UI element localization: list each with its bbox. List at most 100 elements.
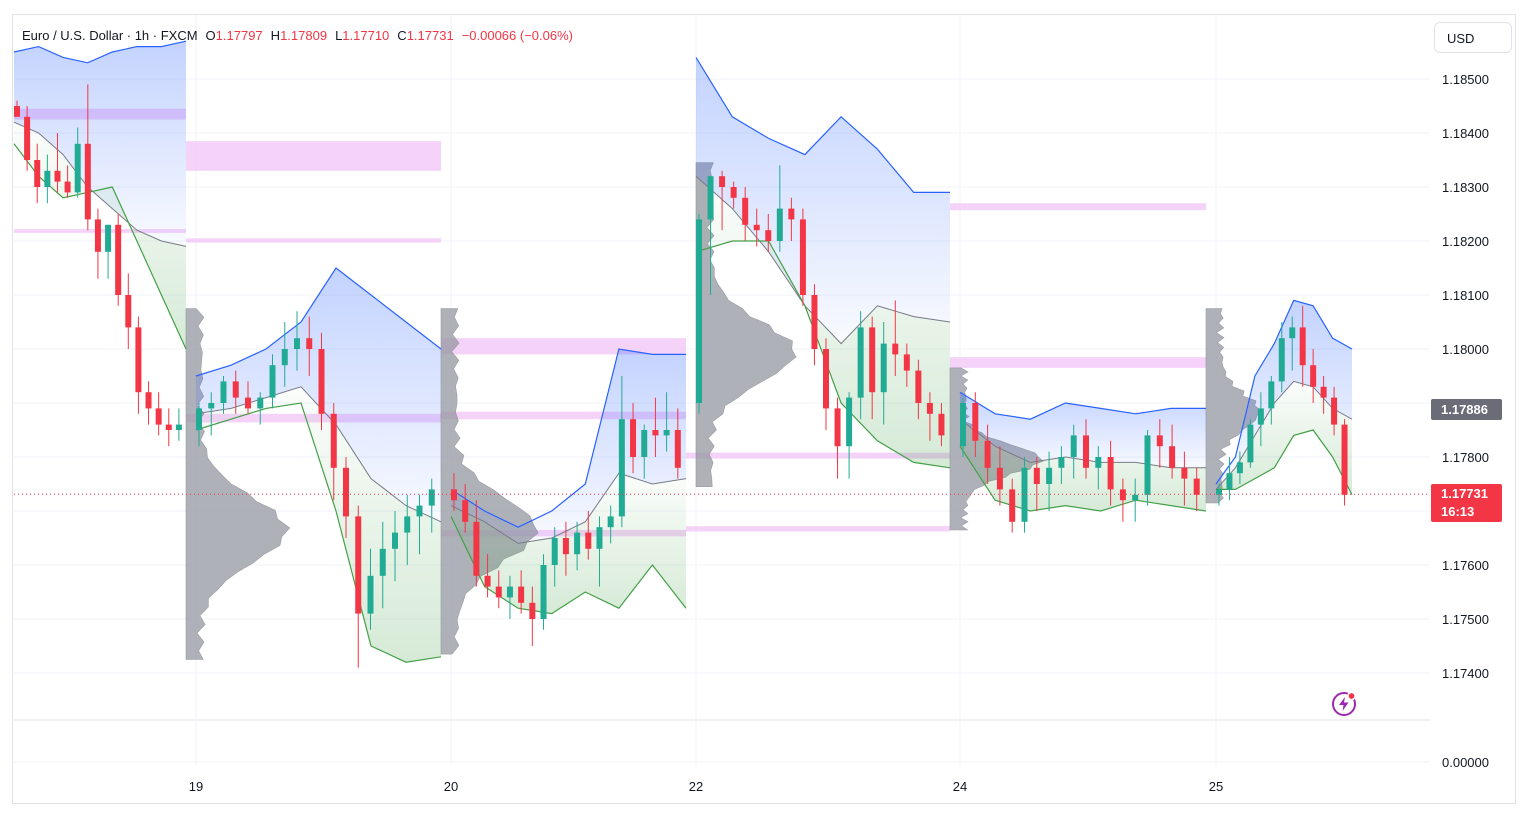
- candle: [960, 397, 966, 457]
- candle: [294, 311, 300, 371]
- candle-body: [462, 500, 469, 522]
- candle: [857, 311, 864, 420]
- candle: [1132, 478, 1139, 522]
- candle: [903, 343, 910, 387]
- candle: [1095, 446, 1102, 490]
- candle-body: [585, 532, 592, 549]
- time-tick-label: 20: [444, 779, 458, 794]
- time-tick-label: 19: [189, 779, 203, 794]
- price-tick-label: 1.18300: [1442, 180, 1489, 195]
- candle: [585, 511, 592, 560]
- candle-body: [281, 349, 288, 366]
- candle-body: [1083, 435, 1089, 468]
- candle: [1033, 457, 1040, 511]
- candle-body: [14, 106, 20, 117]
- candle: [379, 521, 386, 609]
- lightning-bolt-icon[interactable]: [1330, 690, 1358, 718]
- candle-body: [730, 187, 737, 198]
- change-value: −0.00066 (−0.06%): [461, 28, 573, 43]
- candle-body: [367, 575, 374, 614]
- candle-body: [145, 392, 152, 409]
- candle: [1247, 419, 1254, 468]
- candle: [596, 516, 603, 587]
- candle-body: [84, 143, 91, 220]
- candle: [892, 300, 899, 376]
- candle: [1058, 446, 1065, 484]
- candle-body: [1320, 386, 1327, 398]
- ma-price-label: 1.17886: [1431, 399, 1502, 420]
- price-tick-label: 1.18100: [1442, 288, 1489, 303]
- candle-body: [343, 467, 349, 517]
- candle: [765, 214, 772, 252]
- candle: [1299, 305, 1306, 387]
- mid-band-line: [450, 472, 687, 544]
- candle-body: [1156, 435, 1163, 447]
- lower-band-line: [13, 143, 187, 350]
- candle-body: [834, 408, 841, 447]
- candle: [404, 494, 411, 565]
- candle: [165, 408, 172, 447]
- supply-demand-zone: [950, 357, 1206, 368]
- candle: [196, 403, 202, 447]
- candle: [94, 208, 101, 279]
- lower-band-line: [450, 516, 687, 615]
- candle-body: [1226, 473, 1233, 490]
- candle-body: [257, 397, 264, 409]
- candle-body: [551, 538, 558, 565]
- last-price-value: 1.17731: [1441, 486, 1488, 501]
- candle-body: [707, 176, 714, 220]
- low-value: 1.17710: [342, 28, 390, 43]
- candle-body: [753, 224, 760, 231]
- candle: [1278, 322, 1285, 393]
- candle-body: [540, 565, 547, 619]
- high-value: 1.17809: [280, 28, 328, 43]
- candle: [996, 446, 1003, 506]
- candle-body: [562, 538, 569, 555]
- candle-body: [652, 430, 659, 436]
- candle-body: [318, 349, 325, 414]
- candle-body: [1310, 365, 1317, 387]
- candle: [1181, 451, 1188, 506]
- currency-button[interactable]: USD: [1434, 22, 1512, 53]
- candle-body: [416, 505, 423, 517]
- candle-body: [208, 403, 215, 409]
- candle-body: [869, 327, 876, 393]
- candle: [823, 338, 829, 430]
- upper-band-fill: [451, 349, 686, 544]
- candle: [696, 214, 702, 414]
- candle: [54, 133, 61, 193]
- candle: [367, 548, 374, 630]
- upper-band-line: [695, 57, 950, 193]
- candle-body: [1144, 435, 1151, 495]
- time-tick-label: 25: [1209, 779, 1223, 794]
- candle-body: [1046, 467, 1053, 484]
- price-tick-label: 1.17600: [1442, 558, 1489, 573]
- candle-body: [125, 295, 132, 328]
- candle: [416, 494, 423, 555]
- candle: [220, 376, 227, 414]
- candle: [1236, 451, 1243, 484]
- upper-band-line: [1215, 299, 1353, 485]
- candle-body: [74, 143, 81, 193]
- candle-body: [196, 408, 202, 430]
- candle: [1310, 349, 1317, 403]
- candle-body: [926, 403, 933, 414]
- legend: Euro / U.S. Dollar · 1h · FXCM O 1.17797 …: [22, 28, 573, 43]
- upper-band-line: [13, 40, 187, 64]
- symbol-title[interactable]: Euro / U.S. Dollar · 1h · FXCM: [22, 28, 198, 43]
- candle-body: [574, 532, 581, 555]
- candle-body: [495, 586, 502, 598]
- candle: [1289, 316, 1296, 371]
- open-value: 1.17797: [215, 28, 263, 43]
- candle-body: [379, 548, 386, 576]
- candle-body: [404, 516, 411, 533]
- candle: [1083, 419, 1089, 479]
- candle-body: [518, 586, 525, 603]
- candle: [392, 511, 398, 582]
- candle-body: [44, 170, 51, 187]
- candle: [1216, 484, 1222, 506]
- candle: [1268, 376, 1275, 425]
- candle: [84, 84, 91, 231]
- candle: [607, 505, 614, 544]
